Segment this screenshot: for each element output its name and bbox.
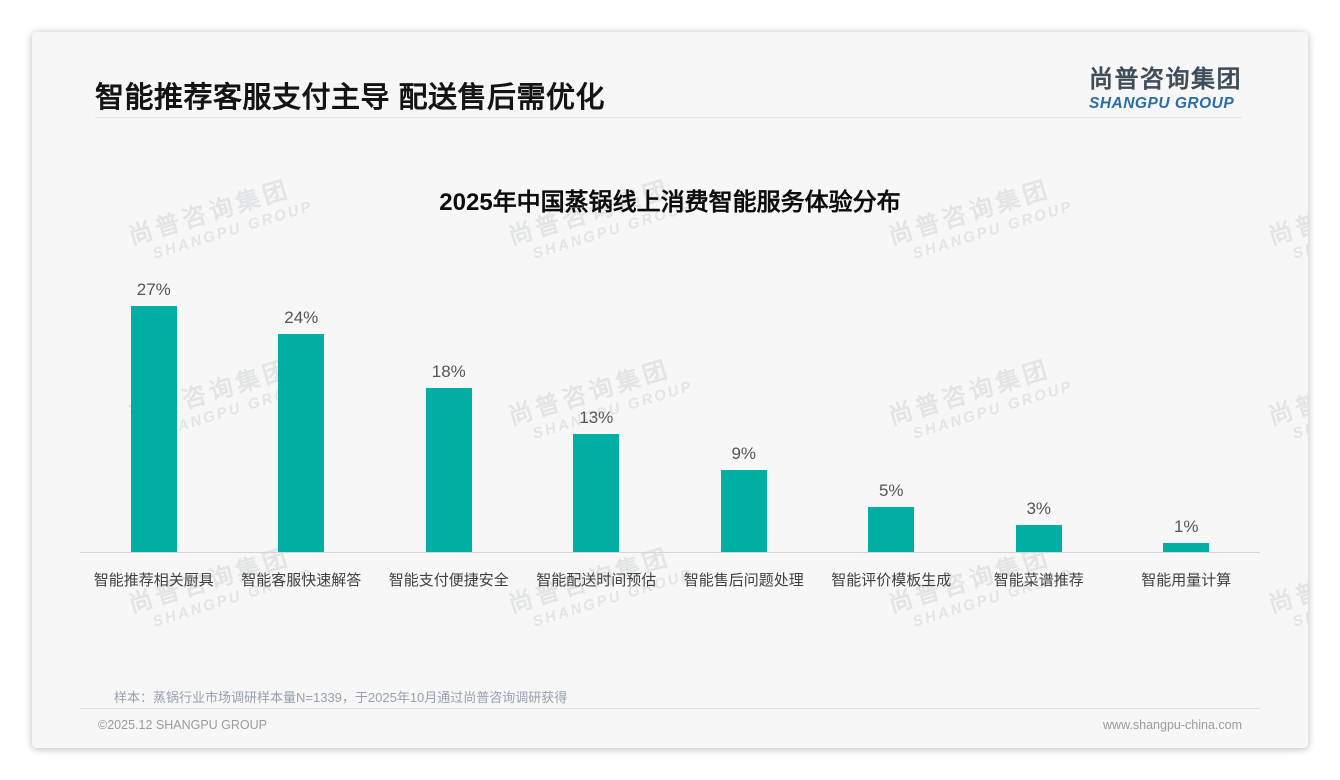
- bar-value-label: 24%: [284, 307, 319, 327]
- sample-note: 样本：蒸锅行业市场调研样本量N=1339，于2025年10月通过尚普咨询调研获得: [114, 690, 568, 705]
- x-axis-category-labels: 智能推荐相关厨具 智能客服快速解答 智能支付便捷安全 智能配送时间预估 智能售后问题处理…: [80, 569, 1260, 590]
- bar: [1015, 524, 1062, 552]
- bar-chart-plot-area: 27% 24% 18% 13% 9% 5% 3% 1%: [80, 272, 1260, 552]
- website-url: www.shangpu-china.com: [1103, 718, 1242, 732]
- bar-category-label: 智能支付便捷安全: [388, 572, 509, 589]
- logo-en-text: SHANGPU GROUP: [1089, 95, 1235, 112]
- bar: [720, 470, 767, 552]
- bar-value-label: 18%: [431, 362, 466, 382]
- watermark-en-text: SHANGPU GROUP: [1290, 378, 1308, 443]
- footer: ©2025.12 SHANGPU GROUP www.shangpu-china…: [98, 718, 1242, 732]
- bar: [425, 388, 472, 552]
- bar-category-label: 智能用量计算: [1141, 572, 1232, 589]
- footer-divider: [80, 708, 1260, 709]
- page-title: 智能推荐客服支付主导 配送售后需优化: [95, 82, 606, 114]
- bar-value-label: 5%: [878, 480, 904, 500]
- bar-column: 3%: [965, 272, 1113, 552]
- bar: [1163, 542, 1210, 552]
- header-divider: [95, 117, 1242, 118]
- bar-category-label: 智能配送时间预估: [536, 572, 657, 589]
- logo: 尚普咨询集团 SHANGPU GROUP: [1089, 59, 1242, 113]
- bar-category-label: 智能客服快速解答: [241, 572, 362, 589]
- bar-column: 18%: [375, 272, 523, 552]
- bar: [868, 506, 915, 552]
- bar: [130, 306, 177, 552]
- bar-value-label: 9%: [731, 444, 757, 464]
- watermark-en-text: SHANGPU GROUP: [1290, 566, 1308, 631]
- bar-column: 9%: [670, 272, 818, 552]
- bar-column: 13%: [523, 272, 671, 552]
- bar-value-label: 3%: [1026, 498, 1052, 518]
- bar-column: 24%: [228, 272, 376, 552]
- bar-category-label: 智能菜谱推荐: [993, 572, 1084, 589]
- watermark-cn-text: 尚普咨询集团: [1265, 355, 1308, 431]
- bar-category-label: 智能售后问题处理: [683, 572, 804, 589]
- bar: [278, 333, 325, 552]
- bar-column: 5%: [818, 272, 966, 552]
- watermark-cn-text: 尚普咨询集团: [1265, 543, 1308, 619]
- chart-title: 2025年中国蒸锅线上消费智能服务体验分布: [439, 189, 901, 216]
- slide-card: 尚普咨询集团 SHANGPU GROUP 尚普咨询集团 SHANGPU GROUP 尚普…: [32, 32, 1308, 748]
- bar-column: 1%: [1113, 272, 1261, 552]
- bar-column: 27%: [80, 272, 228, 552]
- copyright-text: ©2025.12 SHANGPU GROUP: [98, 718, 267, 732]
- bar-category-label: 智能推荐相关厨具: [93, 572, 214, 589]
- bar: [573, 433, 620, 552]
- x-axis-line: [80, 552, 1260, 553]
- bar-value-label: 1%: [1173, 516, 1199, 536]
- bar-value-label: 13%: [579, 407, 614, 427]
- logo-cn-text: 尚普咨询集团: [1089, 66, 1242, 93]
- bar-value-label: 27%: [136, 280, 171, 300]
- bar-category-label: 智能评价模板生成: [831, 572, 952, 589]
